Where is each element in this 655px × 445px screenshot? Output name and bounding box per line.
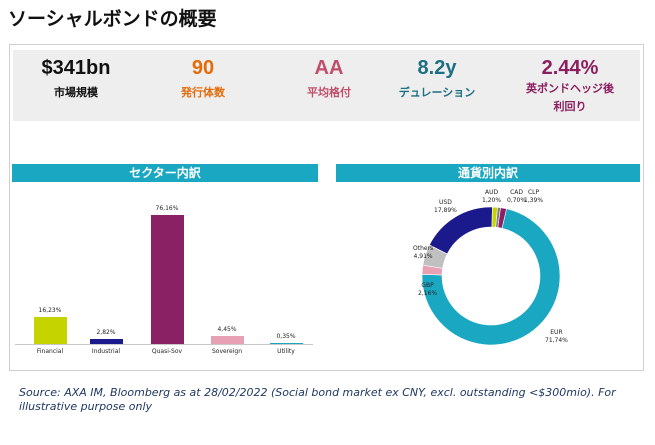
kpi-hedged-yield: 2.44% 英ポンドヘッジ後 利回り [512,57,628,114]
donut-label-name: Others [413,245,434,252]
donut-label-cad: CAD 0,70% [507,189,526,205]
kpi-hedged-yield-label: 英ポンドヘッジ後 [526,82,614,95]
kpi-band [13,50,640,121]
donut-label-value: 17,89% [434,207,457,214]
kpi-average-rating-label: 平均格付 [307,86,351,99]
donut-label-name: CLP [527,189,540,196]
donut-label-others: Others 4,91% [413,245,433,261]
bar-category-label: Utility [277,348,295,355]
donut-label-name: USD [439,199,452,206]
sector-breakdown-header: セクター内訳 [12,164,318,182]
kpi-average-rating: AA 平均格付 [286,57,372,100]
donut-label-name: GBP [421,282,434,289]
kpi-duration: 8.2y デュレーション [384,57,490,100]
donut-label-value: 1,20% [482,197,502,204]
donut-label-value: 2,16% [418,290,438,297]
kpi-issuer-count: 90 発行体数 [160,57,246,100]
bar-quasi-sov [150,215,184,344]
kpi-market-size-label: 市場規模 [54,86,98,99]
kpi-hedged-yield-label-line2: 利回り [553,100,587,113]
donut-label-gbp: GBP 2,16% [418,282,437,298]
kpi-market-size-value: $341bn [41,57,111,79]
kpi-market-size: $341bn 市場規模 [32,57,120,100]
kpi-average-rating-value: AA [314,57,344,79]
source-note: Source: AXA IM, Bloomberg as at 28/02/20… [19,386,616,413]
kpi-issuer-count-value: 90 [191,57,215,79]
donut-label-value: 1,39% [524,197,544,204]
donut-label-aud: AUD 1,20% [482,189,501,205]
donut-label-name: AUD [484,189,499,196]
bar-category-label: Quasi-Sov [151,348,183,355]
kpi-duration-value: 8.2y [417,57,457,79]
sector-chart-baseline [15,344,313,345]
donut-label-value: 0,70% [507,197,527,204]
bar-category-label: Industrial [91,348,121,355]
bar-utility [269,342,303,344]
bar-category-label: Financial [36,348,64,355]
bar-value-label: 16,23% [38,306,62,314]
kpi-issuer-count-label: 発行体数 [181,86,225,99]
donut-label-eur: EUR 71,74% [545,329,568,345]
donut-label-name: CAD [510,189,523,196]
kpi-hedged-yield-value: 2.44% [541,57,599,79]
donut-label-value: 4,91% [413,253,433,260]
donut-label-usd: USD 17,89% [434,199,457,215]
donut-label-value: 71,74% [545,337,568,344]
bar-industrial [89,339,123,344]
page-title: ソーシャルボンドの概要 [8,8,217,30]
bar-sovereign [210,336,244,344]
bar-value-label: 0,35% [276,332,296,340]
bar-value-label: 76,16% [155,205,179,213]
bar-value-label: 4,45% [217,326,237,334]
content-frame [9,44,644,371]
donut-label-name: EUR [550,329,563,336]
bar-value-label: 2,82% [96,329,116,337]
bar-category-label: Sovereign [211,348,243,355]
donut-label-clp: CLP 1,39% [524,189,543,205]
currency-breakdown-header: 通貨別内訳 [336,164,640,182]
bar-financial [33,316,67,344]
kpi-duration-label: デュレーション [398,86,476,99]
